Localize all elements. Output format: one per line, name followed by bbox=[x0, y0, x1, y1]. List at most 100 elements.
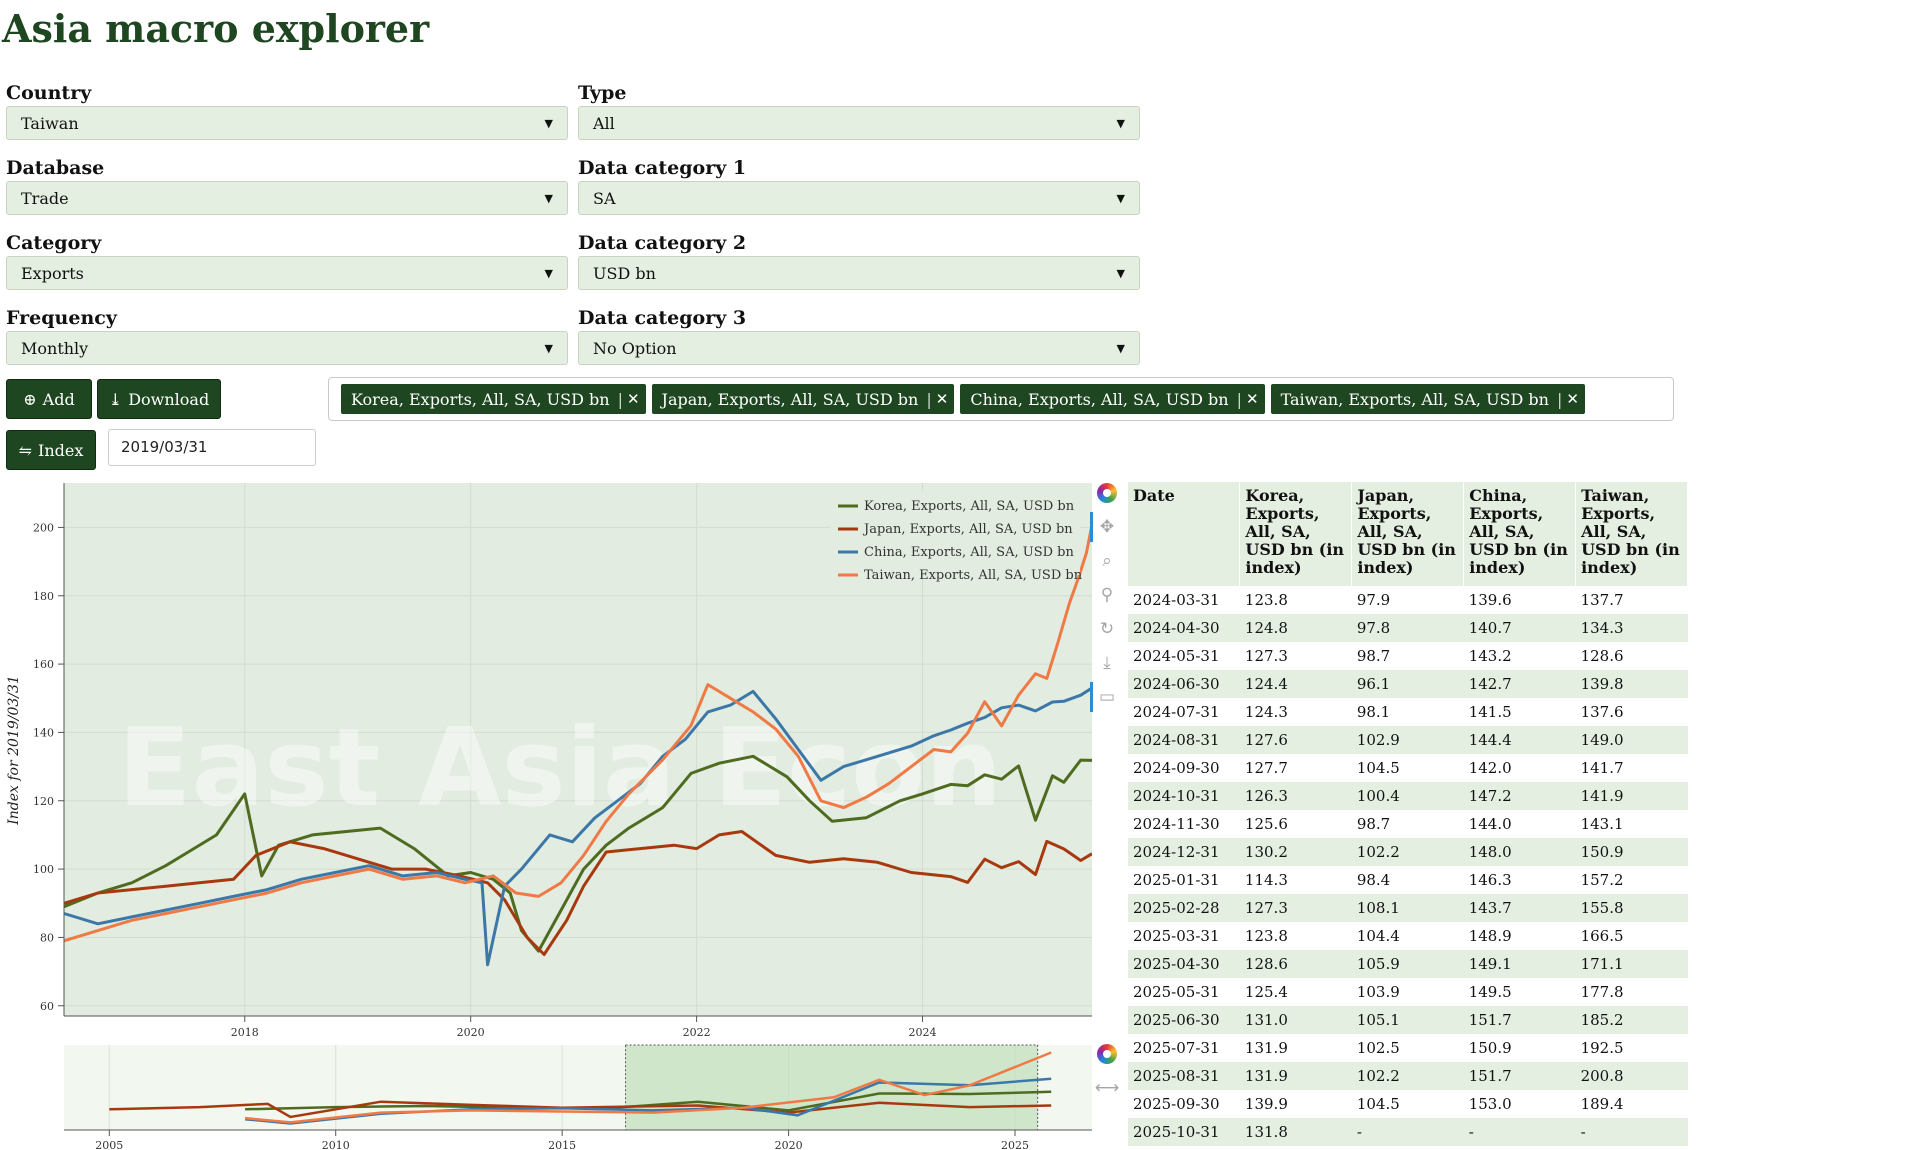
y-axis-label: Index for 2019/03/31 bbox=[6, 675, 22, 826]
database-field: Database Trade ▼ bbox=[6, 155, 568, 215]
table-cell: 2025-01-31 bbox=[1128, 866, 1240, 894]
table-cell: 2024-04-30 bbox=[1128, 614, 1240, 642]
box-zoom-icon[interactable]: ⌕ bbox=[1102, 551, 1112, 571]
table-cell: 104.5 bbox=[1351, 754, 1464, 782]
country-select[interactable]: Taiwan ▼ bbox=[6, 106, 568, 140]
database-select[interactable]: Trade ▼ bbox=[6, 181, 568, 215]
table-cell: 2025-09-30 bbox=[1128, 1090, 1240, 1118]
table-row: 2024-12-31 130.2 102.2 148.0 150.9 bbox=[1128, 838, 1688, 866]
dropdown-arrow-icon: ▼ bbox=[544, 341, 553, 355]
table-row: 2024-06-30 124.4 96.1 142.7 139.8 bbox=[1128, 670, 1688, 698]
main-chart[interactable]: East Asia Econ 60 80 100 120 140 160 180 200 20… bbox=[0, 480, 1092, 1040]
series-lines bbox=[63, 524, 1092, 967]
add-button[interactable]: ⊕ Add bbox=[6, 379, 92, 419]
data-category-2-label: Data category 2 bbox=[578, 232, 747, 254]
table-cell: 98.7 bbox=[1351, 810, 1464, 838]
pan-icon[interactable]: ✥ bbox=[1099, 517, 1115, 537]
close-icon[interactable]: ✕ bbox=[935, 390, 949, 408]
series-tag: Korea, Exports, All, SA, USD bn | ✕ bbox=[341, 384, 646, 414]
table-cell: 98.1 bbox=[1351, 698, 1464, 726]
reset-icon[interactable]: ↻ bbox=[1099, 619, 1115, 639]
table-cell: 144.0 bbox=[1463, 810, 1576, 838]
range-x-tick-label: 2010 bbox=[322, 1139, 350, 1150]
download-button-label: Download bbox=[128, 389, 210, 409]
range-selector-chart[interactable]: 2005 2010 2015 2020 2025 bbox=[0, 1043, 1092, 1150]
column-header[interactable]: Japan, Exports, All, SA, USD bn (in inde… bbox=[1351, 482, 1465, 586]
data-category-3-label: Data category 3 bbox=[578, 307, 747, 329]
table-cell: 127.6 bbox=[1239, 726, 1352, 754]
table-cell: 124.4 bbox=[1239, 670, 1352, 698]
frequency-select[interactable]: Monthly ▼ bbox=[6, 331, 568, 365]
table-cell: 141.7 bbox=[1575, 754, 1688, 782]
range-series-line bbox=[109, 1100, 1052, 1119]
app-title: Asia macro explorer bbox=[2, 6, 430, 51]
category-field: Category Exports ▼ bbox=[6, 230, 568, 290]
table-cell: 143.1 bbox=[1575, 810, 1688, 838]
data-category-1-value: SA bbox=[593, 188, 616, 208]
table-cell: 151.7 bbox=[1463, 1062, 1576, 1090]
table-row: 2024-03-31 123.8 97.9 139.6 137.7 bbox=[1128, 586, 1688, 614]
table-cell: 137.7 bbox=[1575, 586, 1688, 614]
table-cell: 96.1 bbox=[1351, 670, 1464, 698]
table-cell: 139.6 bbox=[1463, 586, 1576, 614]
dropdown-arrow-icon: ▼ bbox=[1116, 341, 1125, 355]
table-cell: 97.8 bbox=[1351, 614, 1464, 642]
country-label: Country bbox=[6, 82, 92, 104]
table-cell: 141.9 bbox=[1575, 782, 1688, 810]
type-select[interactable]: All ▼ bbox=[578, 106, 1140, 140]
index-button[interactable]: ⇋ Index bbox=[6, 430, 96, 470]
legend-item: Taiwan, Exports, All, SA, USD bn bbox=[864, 568, 1083, 583]
data-category-3-select[interactable]: No Option ▼ bbox=[578, 331, 1140, 365]
data-category-1-field: Data category 1 SA ▼ bbox=[578, 155, 1140, 215]
category-select[interactable]: Exports ▼ bbox=[6, 256, 568, 290]
bokeh-logo-icon[interactable] bbox=[1092, 1037, 1122, 1071]
category-label: Category bbox=[6, 232, 102, 254]
table-cell: 124.8 bbox=[1239, 614, 1352, 642]
table-cell: 155.8 bbox=[1575, 894, 1688, 922]
y-axis: 60 80 100 120 140 160 180 200 bbox=[33, 521, 64, 1013]
data-category-2-select[interactable]: USD bn ▼ bbox=[578, 256, 1140, 290]
column-header[interactable]: Korea, Exports, All, SA, USD bn (in inde… bbox=[1239, 482, 1353, 586]
index-button-label: Index bbox=[38, 440, 84, 460]
data-category-1-select[interactable]: SA ▼ bbox=[578, 181, 1140, 215]
close-icon[interactable]: ✕ bbox=[1246, 390, 1259, 408]
table-row: 2025-08-31 131.9 102.2 151.7 200.8 bbox=[1128, 1062, 1688, 1090]
range-window[interactable] bbox=[625, 1044, 1039, 1131]
close-icon[interactable]: ✕ bbox=[1566, 390, 1579, 408]
x-axis: 2018 2020 2022 2024 bbox=[231, 1016, 937, 1039]
type-label: Type bbox=[578, 82, 627, 104]
dropdown-arrow-icon: ▼ bbox=[544, 266, 553, 280]
legend-item: Japan, Exports, All, SA, USD bn bbox=[862, 522, 1073, 537]
table-row: 2024-07-31 124.3 98.1 141.5 137.6 bbox=[1128, 698, 1688, 726]
table-cell: 98.7 bbox=[1351, 642, 1464, 670]
index-date-input[interactable]: 2019/03/31 bbox=[108, 429, 316, 466]
table-row: 2025-06-30 131.0 105.1 151.7 185.2 bbox=[1128, 1006, 1688, 1034]
table-cell: 140.7 bbox=[1463, 614, 1576, 642]
range-x-tick-label: 2005 bbox=[95, 1139, 123, 1150]
table-cell: 148.9 bbox=[1463, 922, 1576, 950]
x-tick-label: 2022 bbox=[683, 1026, 711, 1039]
data-table: Date Korea, Exports, All, SA, USD bn (in … bbox=[1128, 482, 1688, 1146]
column-header[interactable]: Taiwan, Exports, All, SA, USD bn (in ind… bbox=[1575, 482, 1688, 586]
table-cell: - bbox=[1575, 1118, 1688, 1146]
table-cell: 2024-03-31 bbox=[1128, 586, 1240, 614]
save-icon[interactable]: ⤓ bbox=[1103, 653, 1111, 673]
download-button[interactable]: ⤓ Download bbox=[97, 379, 221, 419]
close-icon[interactable]: ✕ bbox=[626, 390, 640, 408]
wheel-zoom-icon[interactable]: ⚲ bbox=[1100, 585, 1114, 605]
selected-series-box[interactable]: Korea, Exports, All, SA, USD bn | ✕ Japa… bbox=[328, 377, 1674, 421]
hover-icon[interactable]: ▭ bbox=[1098, 687, 1116, 707]
table-cell: 131.9 bbox=[1239, 1034, 1352, 1062]
frequency-label: Frequency bbox=[6, 307, 117, 329]
table-row: 2025-01-31 114.3 98.4 146.3 157.2 bbox=[1128, 866, 1688, 894]
table-cell: 105.1 bbox=[1351, 1006, 1464, 1034]
y-tick-label: 100 bbox=[33, 863, 54, 876]
bokeh-logo-icon[interactable] bbox=[1092, 476, 1122, 510]
column-header[interactable]: China, Exports, All, SA, USD bn (in inde… bbox=[1463, 482, 1577, 586]
table-cell: 2024-09-30 bbox=[1128, 754, 1240, 782]
table-cell: 142.7 bbox=[1463, 670, 1576, 698]
range-tool-icon[interactable]: ⟷ bbox=[1094, 1078, 1120, 1098]
table-cell: 200.8 bbox=[1575, 1062, 1688, 1090]
column-header[interactable]: Date bbox=[1128, 482, 1241, 586]
table-cell: 149.1 bbox=[1463, 950, 1576, 978]
